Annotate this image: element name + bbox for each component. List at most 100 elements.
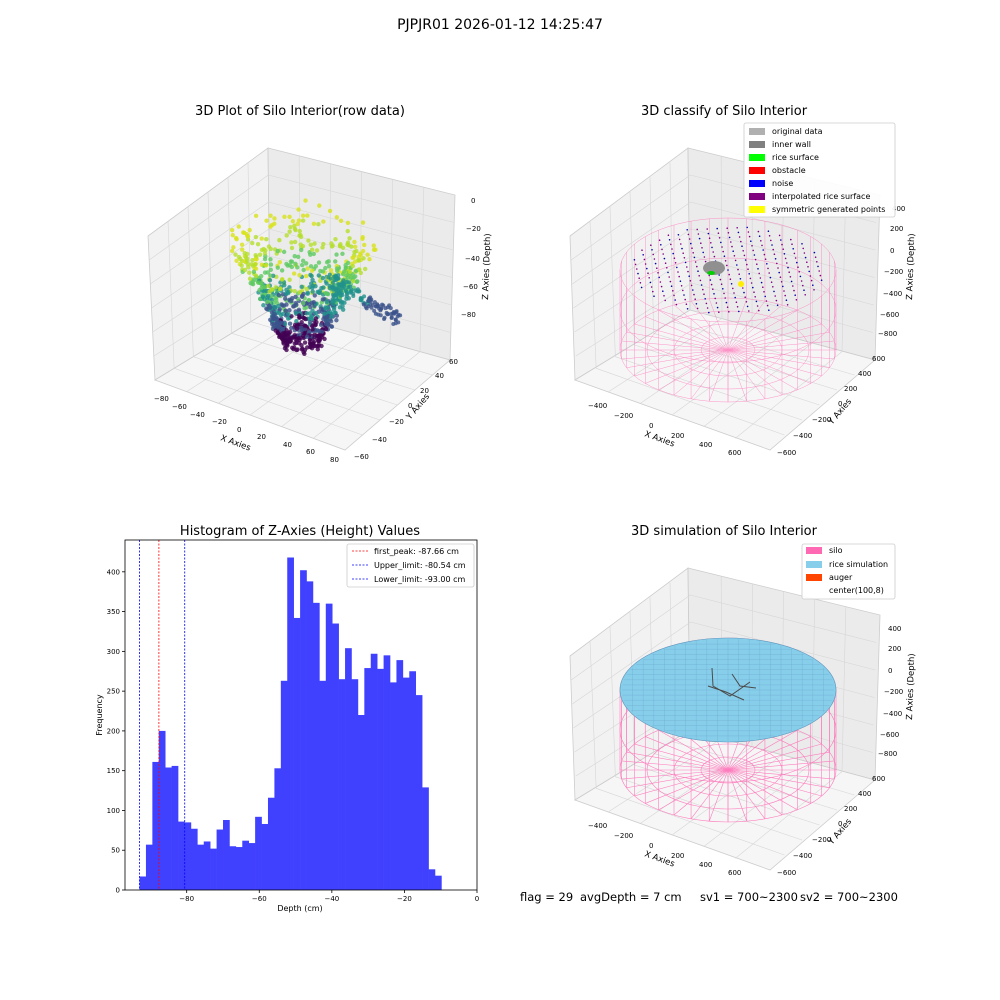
simulation-z-tick: 400 (888, 625, 901, 633)
raw-x-tick: 0 (237, 426, 241, 434)
raw-point (291, 271, 297, 276)
simulation-z-tick: −800 (878, 750, 897, 758)
raw-point (268, 273, 273, 278)
classify-surface-point (718, 311, 720, 314)
raw-point (343, 265, 348, 270)
histogram-bar (178, 821, 185, 890)
classify-surface-point (767, 267, 769, 270)
classify-surface-point (774, 295, 776, 297)
raw-point (245, 264, 251, 270)
classify-surface-point (650, 286, 653, 288)
classify-surface-point (700, 284, 703, 286)
histogram-bar (319, 680, 327, 890)
classify-z-tick: 200 (890, 225, 903, 233)
histogram-y-label: Frequency (95, 694, 104, 736)
simulation-x-tick: 400 (699, 861, 712, 869)
classify-surface-point (763, 291, 765, 293)
histogram-bar (351, 679, 359, 890)
classify-surface-point (678, 238, 681, 241)
silo-floor-ring (646, 310, 810, 390)
classify-symmetric-points (738, 281, 744, 287)
raw-point (324, 299, 329, 304)
raw-point (340, 245, 346, 250)
classify-surface-point (735, 301, 738, 304)
classify-surface-point (666, 267, 668, 269)
classify-surface-point (683, 257, 686, 259)
raw-point (287, 329, 293, 335)
simulation-y-tick: 200 (844, 805, 857, 813)
classify-surface-point (771, 244, 773, 246)
classify-surface-point (748, 273, 750, 275)
raw-point (325, 317, 330, 323)
histogram-bar (357, 715, 365, 890)
histogram-y-tick-label: 0 (116, 887, 120, 895)
classify-x-tick: 600 (728, 449, 741, 457)
histogram-bar (184, 822, 192, 890)
classify-surface-point (792, 285, 794, 287)
raw-point (323, 321, 329, 327)
classify-surface-point (764, 258, 767, 261)
classify-surface-point (764, 295, 766, 298)
raw-point (334, 252, 339, 257)
classify-surface-point (727, 269, 729, 271)
raw-point (253, 273, 259, 279)
raw-y-tick: −20 (389, 418, 404, 426)
classify-silo-wireframe (619, 217, 837, 403)
raw-point (233, 235, 239, 241)
raw-point (231, 245, 236, 250)
classify-surface-point (780, 281, 783, 283)
simulation-3d-plot: −400 −200 0 200 400 600 −600 −400 −200 0… (569, 543, 917, 877)
raw-point (340, 251, 345, 256)
raw-point (310, 327, 315, 332)
raw-point (316, 343, 321, 349)
simulation-y-tick: 0 (838, 820, 842, 828)
raw-point (382, 315, 387, 320)
raw-point (305, 266, 310, 271)
classify-surface-point (790, 280, 793, 283)
classify-surface-point (636, 268, 638, 270)
raw-point (299, 343, 304, 348)
histogram-bar (197, 844, 205, 890)
classify-surface-point (659, 281, 662, 283)
raw-point (303, 198, 308, 203)
raw-point (284, 302, 289, 307)
raw-point (381, 303, 386, 308)
gridline (153, 282, 270, 357)
classify-surface-point (758, 272, 760, 275)
classify-surface-point (813, 289, 815, 291)
raw-point (292, 223, 297, 228)
classify-surface-point (760, 281, 763, 284)
raw-point (360, 248, 366, 254)
classify-surface-point (668, 276, 670, 278)
raw-point (295, 347, 300, 352)
raw-point (280, 326, 285, 332)
raw-point (277, 286, 283, 292)
classify-surface-point (768, 309, 770, 312)
raw-point (354, 248, 359, 254)
raw-y-tick: 40 (435, 372, 444, 380)
classify-surface-point (743, 254, 746, 257)
raw-point (253, 256, 258, 262)
classify-surface-point (733, 292, 735, 294)
classify-surface-point (820, 279, 823, 282)
raw-point (312, 293, 317, 298)
raw-point (353, 288, 358, 293)
raw-point (292, 254, 297, 259)
raw-point (348, 289, 353, 294)
raw-point (342, 269, 347, 274)
classify-y-tick: 400 (858, 370, 871, 378)
raw-point (296, 322, 301, 327)
raw-point (298, 232, 303, 238)
raw-point (333, 259, 338, 264)
raw-point (311, 300, 316, 305)
raw-point (250, 240, 255, 246)
raw-point (361, 302, 366, 307)
raw-point (344, 280, 349, 285)
classify-surface-point (703, 293, 705, 296)
classify-surface-point (738, 273, 740, 276)
classify-surface-point (696, 228, 698, 231)
classify-surface-point (768, 235, 771, 237)
raw-point (384, 310, 389, 315)
classify-surface-point (670, 243, 672, 246)
classify-surface-point (708, 237, 711, 239)
